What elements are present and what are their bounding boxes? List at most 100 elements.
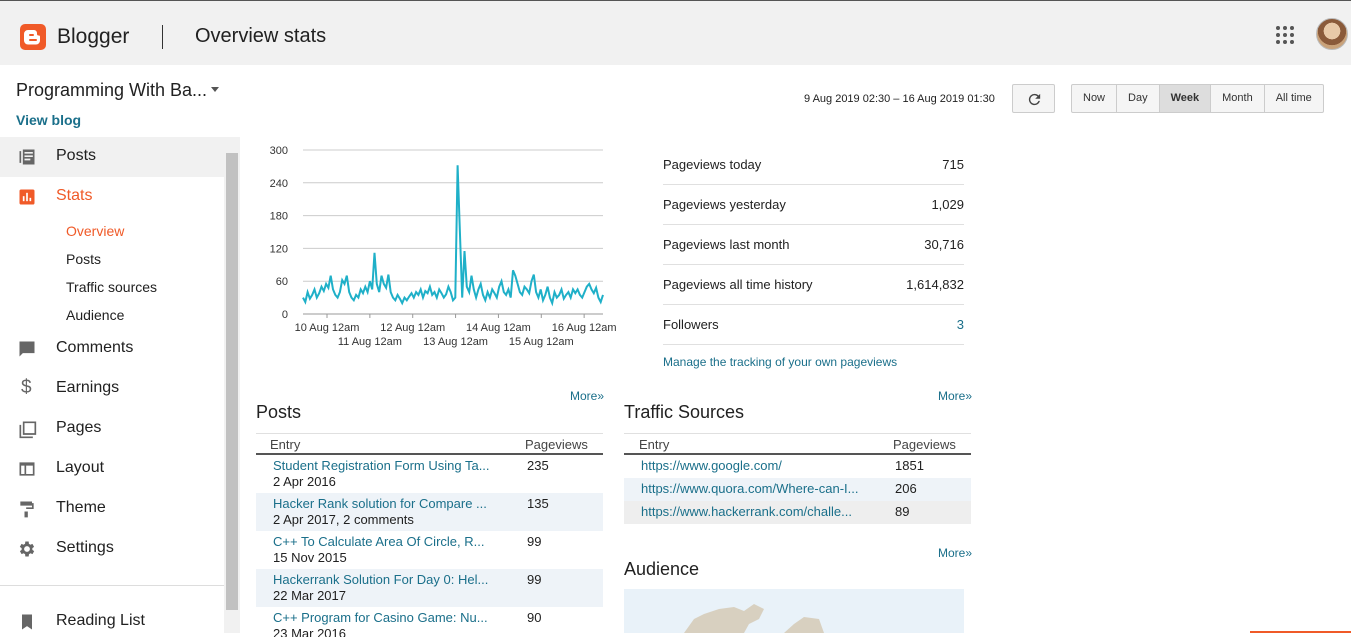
dollar-icon: $ [21, 377, 32, 398]
apps-grid-icon[interactable] [1276, 26, 1294, 44]
range-day-button[interactable]: Day [1117, 85, 1160, 112]
avatar[interactable] [1316, 18, 1348, 50]
stat-value: 30,716 [924, 237, 964, 252]
sidebar-item-label: Posts [56, 147, 97, 164]
sidebar-item-theme[interactable]: Theme [0, 489, 224, 529]
posts-section-title: Posts [256, 402, 302, 422]
post-title-link[interactable]: C++ To Calculate Area Of Circle, R... [273, 534, 485, 549]
posts-more-link[interactable]: More» [570, 389, 605, 403]
sidebar-item-stats[interactable]: Stats [0, 177, 224, 217]
traffic-source-link[interactable]: https://www.quora.com/Where-can-I... [641, 481, 859, 496]
stat-row-yesterday: Pageviews yesterday 1,029 [663, 185, 964, 225]
stat-value: 1,029 [931, 197, 964, 212]
stat-label: Pageviews last month [663, 237, 790, 252]
post-title-link[interactable]: Hackerrank Solution For Day 0: Hel... [273, 572, 489, 587]
posts-table: Entry Pageviews Student Registration For… [256, 433, 603, 637]
post-title-link[interactable]: Student Registration Form Using Ta... [273, 458, 490, 473]
post-meta: 22 Mar 2017 [273, 588, 346, 603]
comments-icon [19, 341, 35, 357]
y-tick-label: 240 [270, 178, 288, 190]
col-pageviews: Pageviews [525, 437, 588, 452]
stats-sub-overview[interactable]: Overview [66, 223, 125, 239]
traffic-views: 1851 [895, 458, 924, 473]
sidebar-item-settings[interactable]: Settings [0, 529, 224, 569]
x-tick-label: 16 Aug 12am [552, 322, 617, 334]
audience-more-link[interactable]: More» [938, 546, 973, 560]
posts-icon [19, 149, 35, 165]
table-row: https://www.google.com/ 1851 [624, 455, 971, 478]
sidebar-item-label: Comments [56, 339, 134, 356]
sidebar-item-label: Theme [56, 499, 106, 516]
page-title: Overview stats [195, 25, 327, 47]
y-tick-label: 300 [270, 145, 288, 157]
range-week-button[interactable]: Week [1159, 85, 1212, 112]
traffic-more-link[interactable]: More» [938, 389, 973, 403]
sidebar-item-label: Layout [56, 459, 105, 476]
sidebar-item-label: Settings [56, 539, 114, 556]
pages-icon [19, 421, 37, 439]
post-meta: 23 Mar 2016 [273, 626, 346, 637]
followers-count-link[interactable]: 3 [956, 317, 964, 332]
blogger-logo-icon[interactable] [20, 24, 46, 50]
view-blog-link[interactable]: View blog [16, 112, 82, 128]
scrollbar-thumb[interactable] [226, 153, 238, 610]
sidebar: Posts Stats Overview Posts Traffic sourc… [0, 137, 224, 633]
x-tick-label: 15 Aug 12am [509, 336, 574, 348]
sidebar-item-reading-list[interactable]: Reading List [0, 602, 224, 642]
x-tick-label: 12 Aug 12am [380, 322, 445, 334]
table-header: Entry Pageviews [256, 433, 603, 455]
table-row: Hacker Rank solution for Compare ... 2 A… [256, 493, 603, 531]
traffic-source-link[interactable]: https://www.hackerrank.com/challe... [641, 504, 852, 519]
sidebar-item-comments[interactable]: Comments [0, 329, 224, 369]
gear-icon [19, 541, 35, 557]
y-tick-label: 0 [282, 309, 288, 321]
sidebar-item-layout[interactable]: Layout [0, 449, 224, 489]
blog-selector[interactable]: Programming With Ba... [16, 80, 208, 100]
stats-sub-traffic-sources[interactable]: Traffic sources [66, 279, 158, 295]
post-views: 135 [527, 496, 549, 511]
sidebar-item-posts[interactable]: Posts [0, 137, 224, 177]
refresh-button[interactable] [1012, 84, 1055, 113]
stat-row-all-time: Pageviews all time history 1,614,832 [663, 265, 964, 305]
traffic-section-title: Traffic Sources [624, 402, 745, 422]
date-range: 9 Aug 2019 02:30 – 16 Aug 2019 01:30 [804, 93, 995, 105]
post-title-link[interactable]: C++ Program for Casino Game: Nu... [273, 610, 488, 625]
manage-tracking-link[interactable]: Manage the tracking of your own pageview… [663, 355, 898, 369]
post-views: 235 [527, 458, 549, 473]
sidebar-item-label: Pages [56, 419, 102, 436]
stat-label: Pageviews yesterday [663, 197, 786, 212]
y-tick-label: 180 [270, 211, 288, 223]
top-app-bar: Blogger Overview stats [0, 0, 1351, 65]
stats-icon [19, 189, 35, 205]
range-now-button[interactable]: Now [1072, 85, 1118, 112]
table-row: https://www.hackerrank.com/challe... 89 [624, 501, 971, 524]
caret-down-icon[interactable] [211, 87, 219, 92]
post-views: 99 [527, 534, 542, 549]
stat-row-today: Pageviews today 715 [663, 145, 964, 185]
stats-sub-posts[interactable]: Posts [66, 251, 102, 267]
sidebar-item-earnings[interactable]: $ Earnings [0, 369, 224, 409]
brand-name[interactable]: Blogger [57, 25, 130, 48]
series-line [302, 165, 604, 307]
sidebar-item-pages[interactable]: Pages [0, 409, 224, 449]
sidebar-scrollbar[interactable] [224, 137, 240, 633]
audience-section-title: Audience [624, 559, 700, 579]
range-month-button[interactable]: Month [1211, 85, 1265, 112]
x-tick-label: 10 Aug 12am [295, 322, 360, 334]
stat-label: Pageviews all time history [663, 277, 813, 292]
range-all-time-button[interactable]: All time [1275, 92, 1312, 104]
post-title-link[interactable]: Hacker Rank solution for Compare ... [273, 496, 487, 511]
stat-row-last-month: Pageviews last month 30,716 [663, 225, 964, 265]
traffic-source-link[interactable]: https://www.google.com/ [641, 458, 782, 473]
stat-row-followers: Followers 3 [663, 305, 964, 345]
table-row: Student Registration Form Using Ta... 2 … [256, 455, 603, 493]
table-row: C++ To Calculate Area Of Circle, R... 15… [256, 531, 603, 569]
traffic-views: 89 [895, 504, 910, 519]
col-entry: Entry [639, 437, 670, 452]
traffic-table: Entry Pageviews https://www.google.com/ … [624, 433, 971, 524]
post-meta: 2 Apr 2016 [273, 474, 336, 489]
col-pageviews: Pageviews [893, 437, 956, 452]
audience-map[interactable] [624, 589, 964, 633]
sidebar-item-label: Stats [56, 187, 93, 204]
stats-sub-audience[interactable]: Audience [66, 307, 125, 323]
